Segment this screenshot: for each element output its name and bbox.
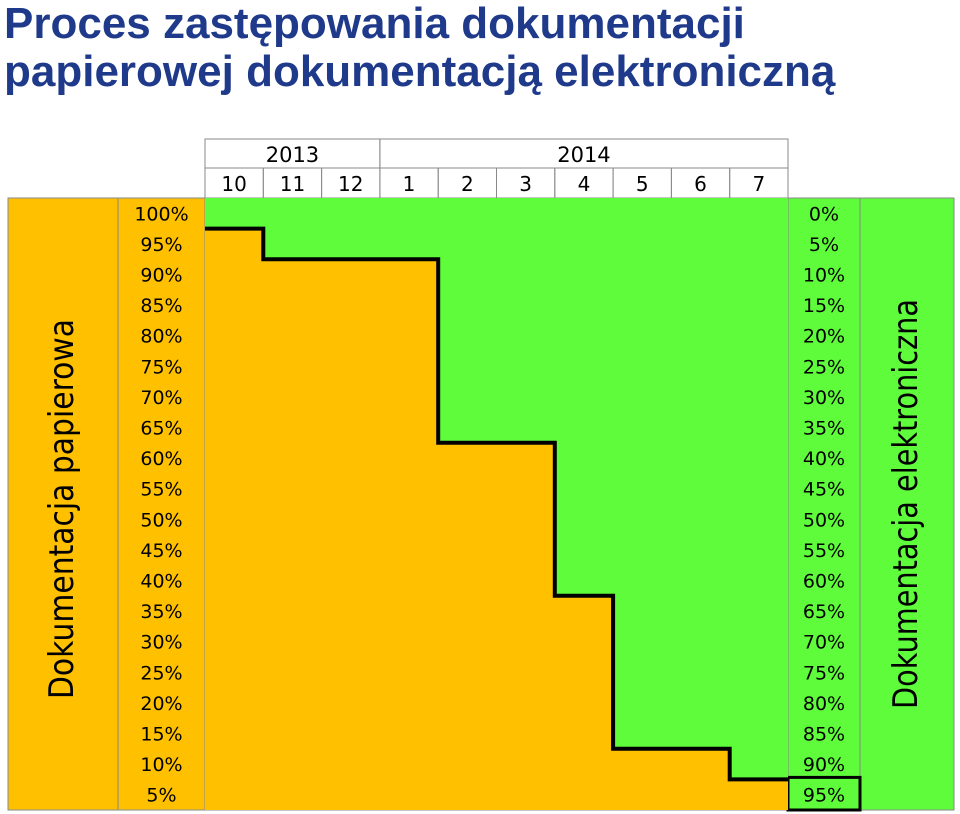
left-tick-label: 80%	[140, 326, 182, 348]
electronic-tick-band	[788, 198, 860, 810]
right-tick-label: 45%	[803, 479, 845, 501]
right-tick-label: 5%	[809, 234, 839, 256]
month-label: 11	[280, 172, 305, 196]
left-tick-label: 40%	[140, 571, 182, 593]
right-tick-label: 55%	[803, 540, 845, 562]
right-tick-label: 40%	[803, 448, 845, 470]
chart-background	[7, 197, 955, 811]
left-tick-label: 75%	[140, 356, 182, 378]
left-tick-label: 35%	[140, 601, 182, 623]
month-label: 2	[461, 172, 474, 196]
month-label: 6	[694, 172, 707, 196]
left-tick-label: 85%	[140, 295, 182, 317]
left-tick-label: 50%	[140, 509, 182, 531]
month-label: 1	[403, 172, 416, 196]
month-label: 4	[578, 172, 591, 196]
chart-title-line-1: Proces zastępowania dokumentacji	[4, 0, 745, 48]
chart-title: Proces zastępowania dokumentacji papiero…	[4, 0, 960, 96]
paper-area	[205, 228, 788, 811]
paper-axis: 100% 95% 90% 85% 80% 75% 70% 65% 60% 55% 50% 45% 40%…	[42, 203, 189, 806]
month-label: 10	[221, 172, 246, 196]
right-tick-label: 15%	[803, 295, 845, 317]
right-tick-label: 0%	[809, 203, 839, 225]
right-tick-label: 85%	[803, 724, 845, 746]
left-tick-label: 10%	[140, 754, 182, 776]
month-label: 3	[519, 172, 532, 196]
left-tick-label: 5%	[146, 785, 176, 807]
right-tick-label: 80%	[803, 693, 845, 715]
month-label: 7	[752, 172, 765, 196]
left-tick-label: 30%	[140, 632, 182, 654]
right-tick-label: 75%	[803, 662, 845, 684]
year-label-2013: 2013	[266, 143, 319, 167]
left-tick-label: 20%	[140, 693, 182, 715]
right-tick-label: 30%	[803, 387, 845, 409]
right-tick-label: 20%	[803, 326, 845, 348]
left-tick-label: 60%	[140, 448, 182, 470]
month-label: 5	[636, 172, 649, 196]
month-label: 12	[338, 172, 363, 196]
paper-axis-title: Dokumentacja papierowa	[42, 319, 82, 699]
left-tick-label: 100%	[134, 203, 188, 225]
chart-title-line-2: papierowej dokumentacją elektroniczną	[4, 47, 836, 96]
paper-tick-band	[118, 198, 205, 810]
right-tick-label: 90%	[803, 754, 845, 776]
right-tick-label: 95%	[803, 785, 845, 807]
boundary-step-line	[205, 226, 788, 782]
electronic-axis-title: Dokumentacja elektroniczna	[886, 299, 926, 709]
left-tick-label: 65%	[140, 418, 182, 440]
right-tick-label: 65%	[803, 601, 845, 623]
right-tick-label: 10%	[803, 265, 845, 287]
right-tick-label: 35%	[803, 418, 845, 440]
left-tick-label: 25%	[140, 662, 182, 684]
right-tick-label: 25%	[803, 356, 845, 378]
electronic-label-band	[860, 198, 954, 810]
right-tick-label: 50%	[803, 509, 845, 531]
left-tick-label: 90%	[140, 265, 182, 287]
left-tick-label: 15%	[140, 724, 182, 746]
left-tick-label: 95%	[140, 234, 182, 256]
paper-label-band	[8, 198, 118, 810]
electronic-axis: 0% 5% 10% 15% 20% 25% 30% 35% 40% 45% 50% 55% 60% 65%…	[786, 203, 926, 812]
year-label-2014: 2014	[557, 143, 610, 167]
right-tick-label: 70%	[803, 632, 845, 654]
right-tick-label: 60%	[803, 571, 845, 593]
left-tick-label: 70%	[140, 387, 182, 409]
plot-area	[205, 198, 788, 811]
left-tick-label: 45%	[140, 540, 182, 562]
left-tick-label: 55%	[140, 479, 182, 501]
